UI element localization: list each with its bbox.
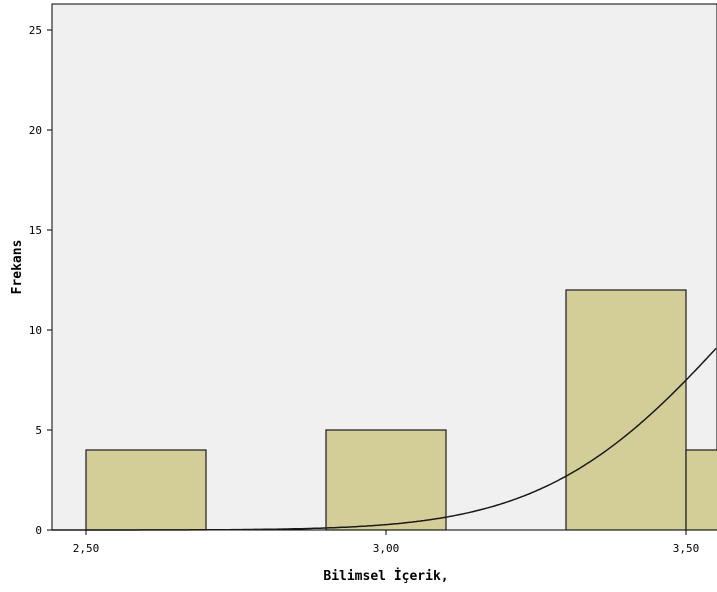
- x-axis: 2,503,003,504,004,50: [73, 530, 717, 555]
- y-tick-label: 15: [29, 224, 42, 237]
- y-axis: 0 5 10 15 20 25: [29, 24, 52, 537]
- y-tick-label: 0: [35, 524, 42, 537]
- x-tick-label: 2,50: [73, 542, 100, 555]
- y-tick-label: 5: [35, 424, 42, 437]
- x-axis-title: Bilimsel İçerik,: [323, 568, 448, 584]
- histogram-bar-4: [686, 450, 717, 530]
- histogram-bar-2: [326, 430, 446, 530]
- y-tick-label: 10: [29, 324, 42, 337]
- x-tick-label: 3,00: [373, 542, 400, 555]
- y-tick-label: 20: [29, 124, 42, 137]
- y-axis-title: Frekans: [10, 240, 25, 295]
- y-tick-label: 25: [29, 24, 42, 37]
- histogram-bar-3: [566, 290, 686, 530]
- histogram-bar-1: [86, 450, 206, 530]
- x-tick-label: 3,50: [673, 542, 700, 555]
